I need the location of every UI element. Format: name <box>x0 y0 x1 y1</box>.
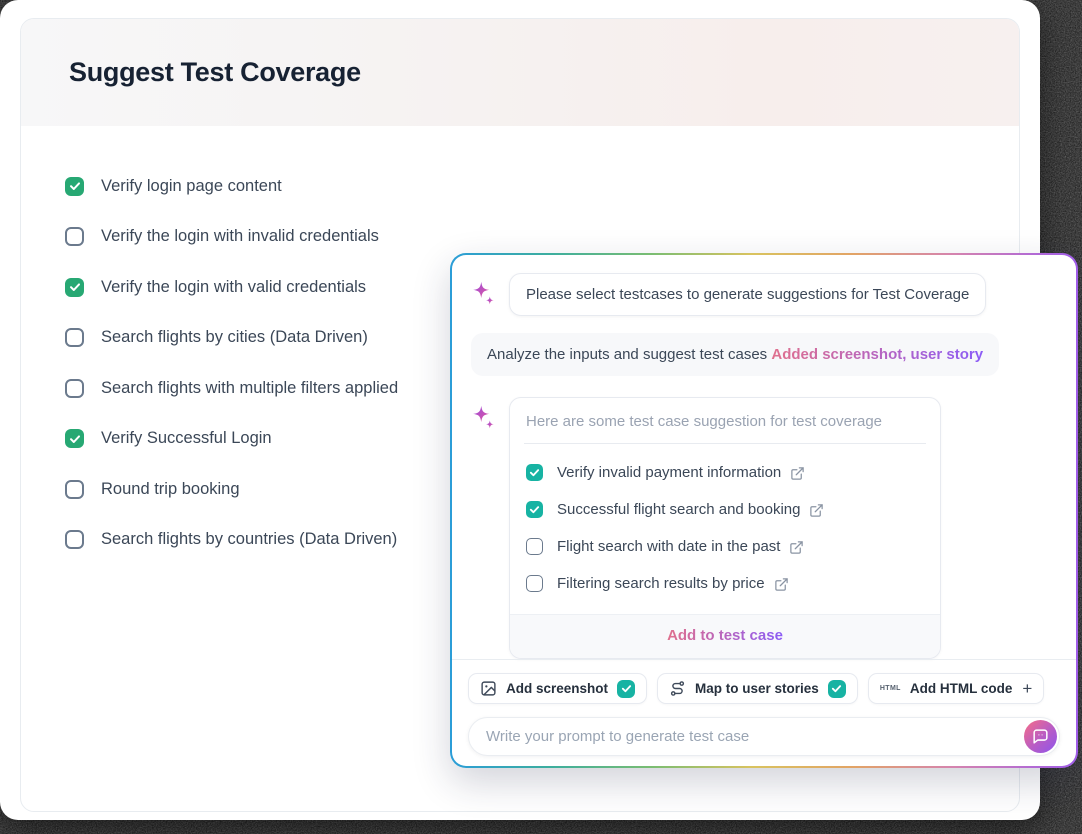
test-case-label: Verify Successful Login <box>101 429 272 448</box>
add-to-test-case-button[interactable]: Add to test case <box>510 614 940 658</box>
checkbox[interactable] <box>617 679 636 698</box>
prompt-input[interactable] <box>468 717 1060 756</box>
sparkle-icon <box>473 281 494 305</box>
suggestion-card-title: Here are some test case suggestion for t… <box>526 413 883 430</box>
external-link-icon[interactable] <box>809 503 824 518</box>
external-link-icon[interactable] <box>789 540 804 555</box>
assistant-message: Please select testcases to generate sugg… <box>509 273 987 316</box>
ai-suggestion-panel: Please select testcases to generate sugg… <box>450 253 1078 768</box>
add-html-code-label: Add HTML code <box>909 681 1013 696</box>
user-message-highlight: Added screenshot, user story <box>771 346 984 363</box>
external-link-icon[interactable] <box>790 466 805 481</box>
panel-footer: Add screenshot Map to user stories HTML … <box>452 659 1076 766</box>
suggestion-row: Verify invalid payment information <box>526 454 926 491</box>
test-case-label: Verify the login with valid credentials <box>101 277 367 296</box>
test-case-label: Verify the login with invalid credential… <box>101 227 379 246</box>
suggestion-row: Filtering search results by price <box>526 565 926 602</box>
checkbox[interactable] <box>526 501 543 518</box>
map-user-stories-label: Map to user stories <box>695 681 819 696</box>
add-screenshot-label: Add screenshot <box>506 681 609 696</box>
checkbox[interactable] <box>827 679 846 698</box>
test-case-row: Verify the login with valid credentials <box>65 262 398 313</box>
checkbox[interactable] <box>526 538 543 555</box>
suggestion-message-row: Here are some test case suggestion for t… <box>470 397 1060 659</box>
checkbox[interactable] <box>65 227 84 247</box>
html-icon: HTML <box>879 685 901 692</box>
checkbox[interactable] <box>65 378 84 398</box>
test-case-label: Search flights by cities (Data Driven) <box>101 328 368 347</box>
suggestion-label: Filtering search results by price <box>557 575 765 592</box>
route-icon <box>670 681 685 696</box>
user-message: Analyze the inputs and suggest test case… <box>471 333 1000 376</box>
add-to-test-case-label: Add to test case <box>667 627 783 644</box>
checkbox[interactable] <box>65 328 84 348</box>
checkbox[interactable] <box>65 530 84 550</box>
send-prompt-button[interactable] <box>1024 720 1057 753</box>
checkbox[interactable] <box>65 176 84 196</box>
checkbox[interactable] <box>65 429 84 449</box>
test-case-label: Verify login page content <box>101 176 282 195</box>
test-case-row: Verify login page content <box>65 161 398 212</box>
checkbox[interactable] <box>65 479 84 499</box>
suggestion-card: Here are some test case suggestion for t… <box>509 397 941 659</box>
plus-icon[interactable]: + <box>1022 678 1033 698</box>
image-icon <box>481 681 496 696</box>
page-title: Suggest Test Coverage <box>69 57 361 87</box>
test-case-row: Round trip booking <box>65 464 398 515</box>
test-case-row: Verify Successful Login <box>65 414 398 465</box>
test-case-row: Search flights by countries (Data Driven… <box>65 515 398 566</box>
test-case-label: Search flights with multiple filters app… <box>101 378 399 397</box>
external-link-icon[interactable] <box>774 577 789 592</box>
suggestion-row: Flight search with date in the past <box>526 528 926 565</box>
add-html-code-chip[interactable]: HTML Add HTML code + <box>867 673 1045 704</box>
suggestion-label: Flight search with date in the past <box>557 538 781 555</box>
test-case-row: Search flights by cities (Data Driven) <box>65 313 398 364</box>
suggestion-row: Successful flight search and booking <box>526 491 926 528</box>
test-case-row: Verify the login with invalid credential… <box>65 212 398 263</box>
chat-bubble-icon <box>1033 729 1048 744</box>
divider <box>524 443 926 444</box>
test-case-row: Search flights with multiple filters app… <box>65 363 398 414</box>
map-user-stories-chip[interactable]: Map to user stories <box>657 673 858 704</box>
test-case-list: Verify login page content Verify the log… <box>65 161 398 565</box>
suggestion-label: Verify invalid payment information <box>557 464 782 481</box>
assistant-message-row: Please select testcases to generate sugg… <box>470 273 1060 316</box>
suggestion-list: Verify invalid payment information Succe… <box>510 444 940 614</box>
add-screenshot-chip[interactable]: Add screenshot <box>468 673 648 704</box>
card-header: Suggest Test Coverage <box>21 19 1019 126</box>
checkbox[interactable] <box>526 575 543 592</box>
test-case-label: Search flights by countries (Data Driven… <box>101 530 398 549</box>
user-message-text: Analyze the inputs and suggest test case… <box>487 346 768 363</box>
checkbox[interactable] <box>65 277 84 297</box>
suggestion-label: Successful flight search and booking <box>557 501 801 518</box>
sparkle-icon <box>473 405 494 429</box>
test-case-label: Round trip booking <box>101 479 240 498</box>
checkbox[interactable] <box>526 464 543 481</box>
